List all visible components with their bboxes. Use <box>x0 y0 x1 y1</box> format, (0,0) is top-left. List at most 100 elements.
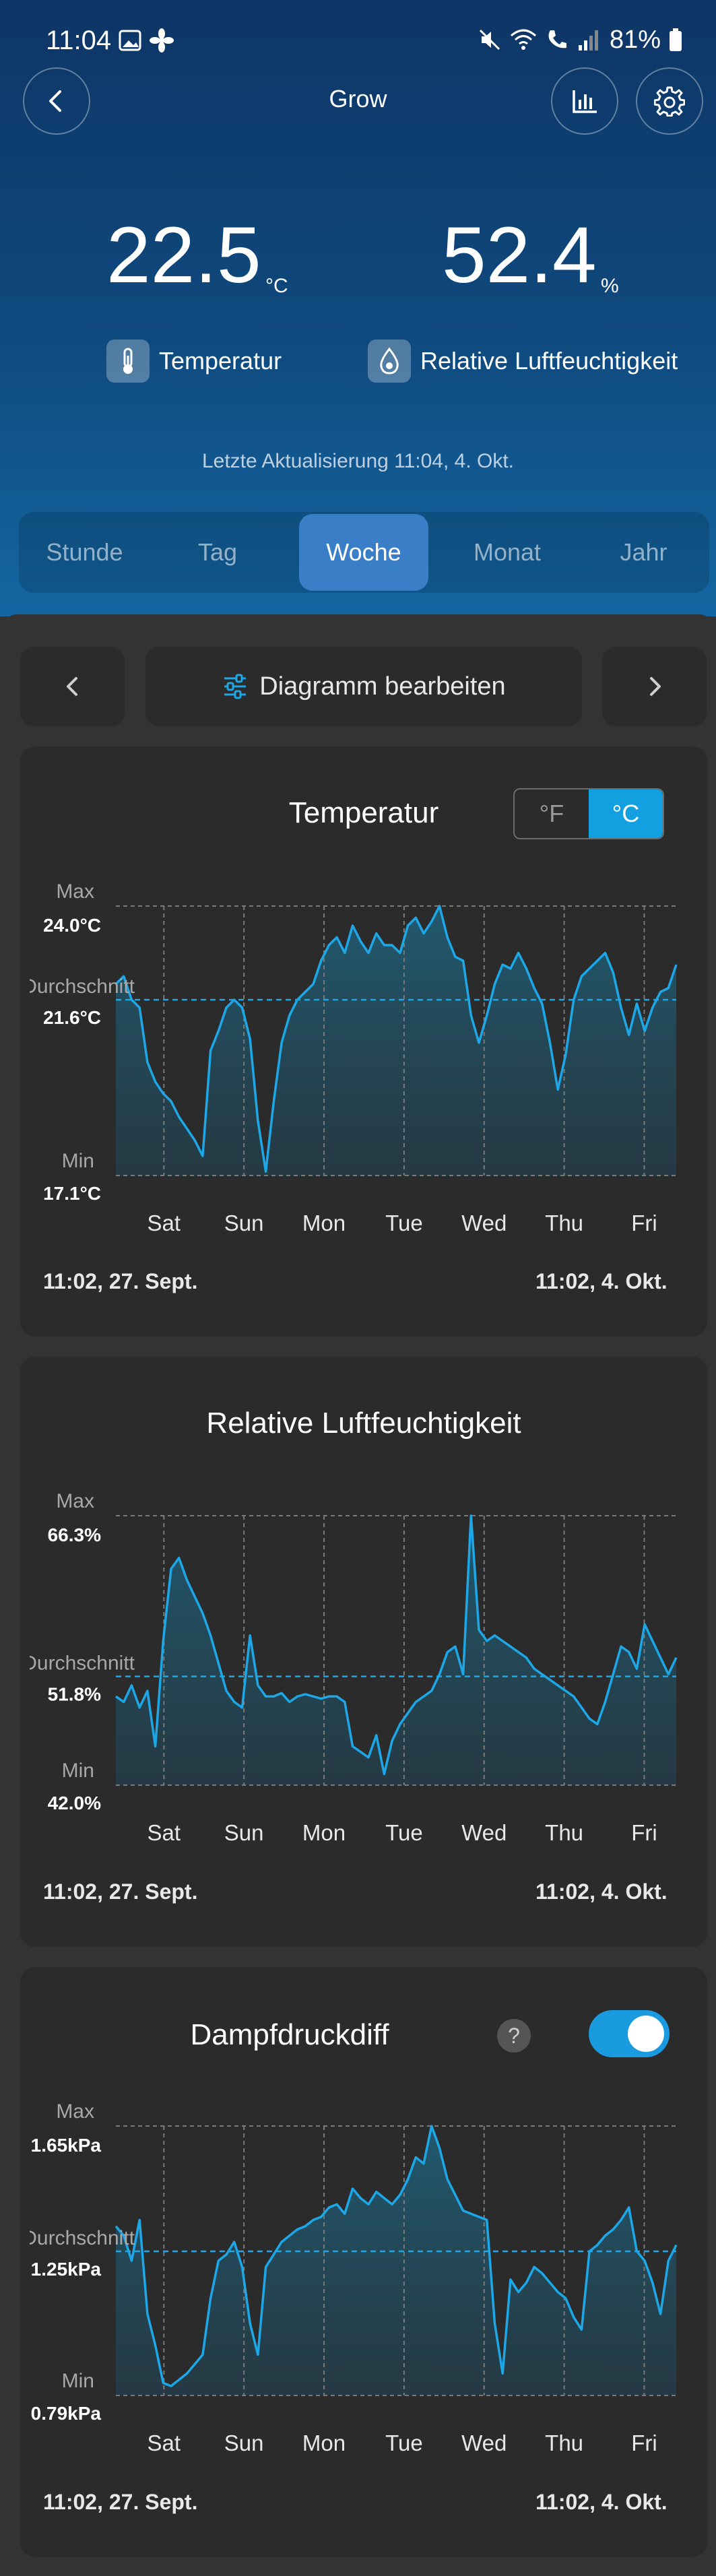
max-label: Max <box>56 880 94 903</box>
tab-monat[interactable]: Monat <box>473 538 542 566</box>
max-label: Max <box>56 2100 94 2123</box>
average-label: Durchschnitt <box>22 975 135 998</box>
x-tick-label: Fri <box>631 1820 657 1845</box>
temperature-unit: °C <box>265 275 288 297</box>
x-tick-label: Wed <box>461 1211 507 1235</box>
area-fill <box>116 2126 676 2395</box>
battery-icon <box>670 28 682 51</box>
area-fill <box>116 906 676 1176</box>
temperature-start-date: 11:02, 27. Sept. <box>43 1269 198 1293</box>
previous-week-button[interactable] <box>20 647 125 726</box>
x-tick-label: Tue <box>385 1820 423 1845</box>
bar-chart-icon <box>573 90 597 113</box>
back-button[interactable] <box>23 67 90 135</box>
x-tick-label: Thu <box>545 2430 583 2455</box>
tab-woche[interactable]: Woche <box>299 514 428 591</box>
average-label: Durchschnitt <box>22 2227 135 2249</box>
wifi-icon <box>510 29 536 50</box>
notification-icons <box>119 28 174 53</box>
x-tick-label: Sat <box>148 2430 181 2455</box>
average-label: Durchschnitt <box>22 1652 135 1675</box>
max-value: 1.65kPa <box>31 2135 102 2156</box>
x-tick-label: Sun <box>224 1820 264 1845</box>
x-tick-label: Wed <box>461 1820 507 1845</box>
battery-percent: 81% <box>609 25 661 54</box>
x-tick-label: Thu <box>545 1211 583 1235</box>
x-tick-label: Sat <box>148 1820 181 1845</box>
max-value: 24.0°C <box>43 915 101 936</box>
page-title: Grow <box>329 85 387 112</box>
switch-knob <box>628 2016 664 2052</box>
unit-toggle[interactable]: °F °C <box>513 788 664 839</box>
series-line <box>115 905 678 1173</box>
temperature-label: Temperatur <box>106 340 282 383</box>
vpd-chart-title: Dampfdruckdiff <box>190 2018 389 2051</box>
x-tick-label: Sun <box>224 1211 264 1235</box>
temperature-end-date: 11:02, 4. Okt. <box>535 1269 668 1293</box>
settings-button[interactable] <box>636 67 703 135</box>
edit-chart-button[interactable]: Diagramm bearbeiten <box>145 647 582 726</box>
mute-icon <box>479 29 500 51</box>
humidity-chart: Sat Sun Mon Tue Wed Thu Fri Max 66.3% Durchschnit… <box>22 1490 678 1845</box>
min-value: 42.0% <box>48 1793 101 1813</box>
chevron-left-icon <box>66 677 77 696</box>
tab-tag[interactable]: Tag <box>197 538 238 566</box>
x-tick-label: Thu <box>545 1820 583 1845</box>
thermometer-icon <box>106 340 150 383</box>
min-label: Min <box>62 2370 94 2392</box>
tab-jahr[interactable]: Jahr <box>620 538 668 566</box>
humidity-value: 52.4 <box>442 211 597 300</box>
sliders-icon <box>224 674 247 699</box>
humidity-drop-icon <box>368 340 411 383</box>
next-week-button[interactable] <box>602 647 707 726</box>
humidity-chart-card: Relative Luftfeuchtigkeit <box>20 1357 707 1947</box>
series-line <box>115 2125 678 2387</box>
gear-icon <box>654 86 685 117</box>
max-label: Max <box>56 1490 94 1512</box>
last-update: Letzte Aktualisierung 11:04, 4. Okt. <box>201 450 515 472</box>
min-value: 17.1°C <box>43 1183 101 1204</box>
tab-stunde[interactable]: Stunde <box>46 538 123 566</box>
x-tick-label: Mon <box>302 1820 346 1845</box>
min-value: 0.79kPa <box>31 2403 102 2424</box>
humidity-unit: % <box>601 275 619 297</box>
vpd-toggle-switch[interactable] <box>589 2010 670 2057</box>
help-icon[interactable]: ? <box>497 2019 531 2053</box>
x-tick-label: Mon <box>302 1211 346 1235</box>
series-line <box>115 1514 678 1776</box>
period-tabs: Stunde Tag Woche Monat Jahr <box>19 512 709 593</box>
x-tick-label: Fri <box>631 2430 657 2455</box>
gallery-icon <box>119 30 141 51</box>
x-tick-label: Fri <box>631 1211 657 1235</box>
humidity-start-date: 11:02, 27. Sept. <box>43 1879 198 1904</box>
average-value: 21.6°C <box>43 1007 101 1028</box>
temperature-chart-title: Temperatur <box>288 796 439 829</box>
average-value: 51.8% <box>48 1684 101 1705</box>
x-tick-label: Tue <box>385 2430 423 2455</box>
celsius-option[interactable]: °C <box>589 790 663 838</box>
temperature-chart: Sat Sun Mon Tue Wed Thu Fri Max 24.0°C Durchschni… <box>22 880 678 1235</box>
x-tick-label: Wed <box>461 2430 507 2455</box>
min-label: Min <box>62 1150 94 1172</box>
humidity-label-text: Relative Luftfeuchtigkeit <box>420 347 678 375</box>
statistics-button[interactable] <box>551 67 618 135</box>
vpd-end-date: 11:02, 4. Okt. <box>535 2490 668 2514</box>
x-tick-label: Sun <box>224 2430 264 2455</box>
status-bar: 11:04 <box>0 0 716 81</box>
average-value: 1.25kPa <box>31 2259 102 2280</box>
x-tick-label: Tue <box>385 1211 423 1235</box>
humidity-label: Relative Luftfeuchtigkeit <box>368 340 678 383</box>
edit-chart-label: Diagramm bearbeiten <box>259 672 506 701</box>
fahrenheit-option[interactable]: °F <box>539 800 564 827</box>
wifi-call-icon <box>548 30 566 49</box>
humidity-chart-title: Relative Luftfeuchtigkeit <box>206 1407 521 1440</box>
vpd-chart: Sat Sun Mon Tue Wed Thu Fri Max 1.65kPa Durchschn… <box>22 2100 678 2455</box>
fan-icon <box>150 28 174 53</box>
vpd-start-date: 11:02, 27. Sept. <box>43 2490 198 2514</box>
area-fill <box>116 1516 676 1785</box>
min-label: Min <box>62 1760 94 1782</box>
temperature-label-text: Temperatur <box>159 347 282 375</box>
status-right: 81% <box>478 24 682 55</box>
chevron-left-icon <box>49 90 61 112</box>
